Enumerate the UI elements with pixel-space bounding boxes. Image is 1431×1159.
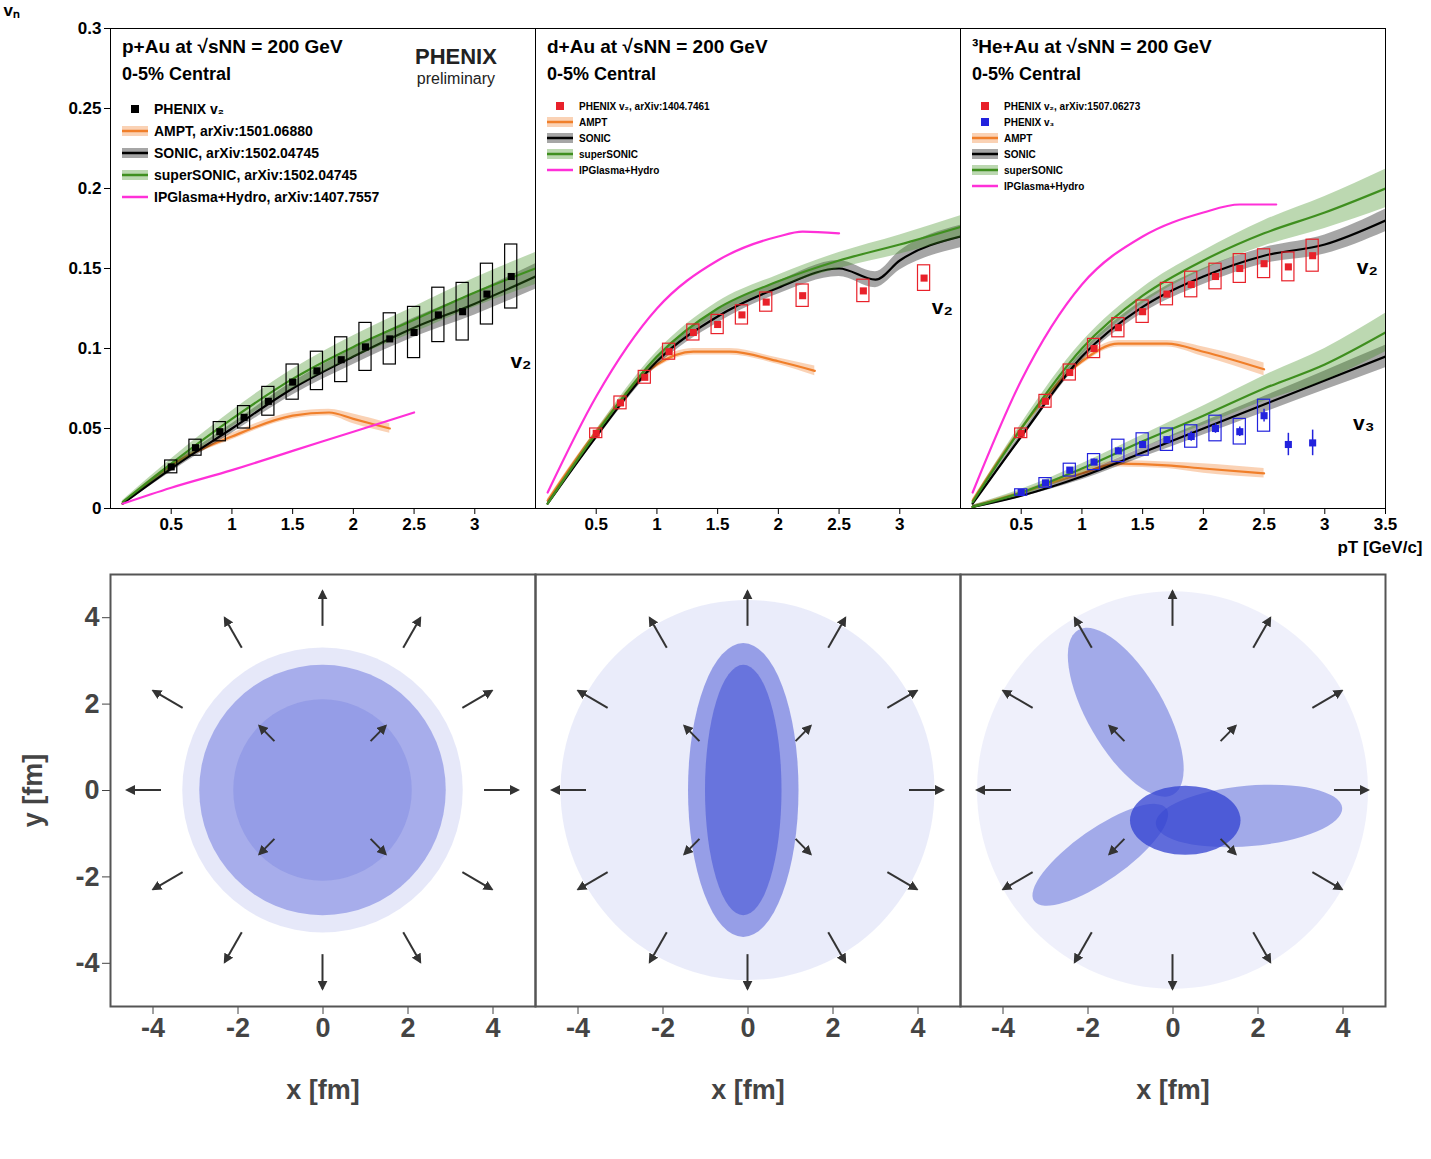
- svg-text:0: 0: [315, 1013, 330, 1043]
- html-text:0-5% Central: 0-5% Central: [972, 64, 1081, 84]
- html-text:IPGlasma+Hydro: IPGlasma+Hydro: [1004, 180, 1085, 192]
- svg-text:y [fm]: y [fm]: [18, 754, 48, 828]
- html-text:PHENIX v₂, arXiv:1404.7461: PHENIX v₂, arXiv:1404.7461: [579, 100, 710, 112]
- svg-text:1.5: 1.5: [1131, 515, 1155, 534]
- svg-text:1.5: 1.5: [706, 515, 730, 534]
- html-text:AMPT: AMPT: [579, 116, 608, 128]
- html-text:PHENIX v₃: PHENIX v₃: [1004, 116, 1055, 128]
- html-text:SONIC, arXiv:1502.04745: SONIC, arXiv:1502.04745: [154, 145, 319, 161]
- html-text:superSONIC: superSONIC: [1004, 164, 1063, 176]
- html-text:IPGlasma+Hydro: IPGlasma+Hydro: [579, 164, 660, 176]
- svg-text:2: 2: [825, 1013, 840, 1043]
- svg-text:4: 4: [910, 1013, 925, 1043]
- svg-text:2: 2: [84, 689, 99, 719]
- svg-text:1: 1: [1077, 515, 1086, 534]
- svg-text:2: 2: [1199, 515, 1208, 534]
- svg-text:4: 4: [84, 602, 99, 632]
- svg-text:-4: -4: [141, 1013, 165, 1043]
- svg-text:-4: -4: [566, 1013, 590, 1043]
- svg-text:0: 0: [740, 1013, 755, 1043]
- svg-text:0: 0: [92, 499, 101, 518]
- svg-text:2.5: 2.5: [827, 515, 851, 534]
- svg-text:-4: -4: [991, 1013, 1015, 1043]
- svg-text:4: 4: [485, 1013, 500, 1043]
- svg-text:0.5: 0.5: [1009, 515, 1033, 534]
- svg-text:-4: -4: [75, 948, 99, 978]
- html-text:AMPT, arXiv:1501.06880: AMPT, arXiv:1501.06880: [154, 123, 313, 139]
- svg-text:2: 2: [774, 515, 783, 534]
- html-text:SONIC: SONIC: [579, 132, 611, 144]
- html-text:d+Au at √sNN = 200 GeV: d+Au at √sNN = 200 GeV: [547, 36, 768, 57]
- svg-text:2.5: 2.5: [402, 515, 426, 534]
- svg-text:0: 0: [1165, 1013, 1180, 1043]
- svg-text:0.25: 0.25: [68, 99, 101, 118]
- svg-text:0.3: 0.3: [78, 19, 102, 38]
- svg-text:3: 3: [1320, 515, 1329, 534]
- svg-text:0: 0: [84, 775, 99, 805]
- svg-text:pT [GeV/c]: pT [GeV/c]: [1337, 538, 1422, 557]
- html-text:PHENIX: PHENIX: [415, 44, 497, 69]
- html-text:0-5% Central: 0-5% Central: [547, 64, 656, 84]
- svg-text:0.15: 0.15: [68, 259, 101, 278]
- html-text:preliminary: preliminary: [416, 70, 496, 87]
- svg-text:1.5: 1.5: [281, 515, 305, 534]
- svg-text:x [fm]: x [fm]: [286, 1075, 360, 1105]
- html-text:PHENIX v₂: PHENIX v₂: [154, 101, 224, 117]
- svg-text:1: 1: [652, 515, 661, 534]
- svg-text:x [fm]: x [fm]: [1136, 1075, 1210, 1105]
- html-text:SONIC: SONIC: [1004, 148, 1036, 160]
- svg-text:-2: -2: [1076, 1013, 1100, 1043]
- svg-text:v₂: v₂: [510, 349, 531, 372]
- svg-text:0.5: 0.5: [159, 515, 183, 534]
- html-text:³He+Au at √sNN = 200 GeV: ³He+Au at √sNN = 200 GeV: [972, 36, 1212, 57]
- svg-text:0.05: 0.05: [68, 419, 101, 438]
- html-text:PHENIX v₂, arXiv:1507.06273: PHENIX v₂, arXiv:1507.06273: [1004, 100, 1141, 112]
- svg-text:-2: -2: [651, 1013, 675, 1043]
- html-text:superSONIC, arXiv:1502.04745: superSONIC, arXiv:1502.04745: [154, 167, 358, 183]
- svg-text:vₙ: vₙ: [4, 1, 20, 20]
- html-text:AMPT: AMPT: [1004, 132, 1033, 144]
- svg-text:3.5: 3.5: [1374, 515, 1398, 534]
- svg-text:3: 3: [895, 515, 904, 534]
- html-text:0-5% Central: 0-5% Central: [122, 64, 231, 84]
- svg-text:4: 4: [1335, 1013, 1350, 1043]
- svg-text:3: 3: [470, 515, 479, 534]
- svg-text:2: 2: [349, 515, 358, 534]
- svg-text:x [fm]: x [fm]: [711, 1075, 785, 1105]
- svg-text:0.5: 0.5: [584, 515, 608, 534]
- svg-text:-2: -2: [226, 1013, 250, 1043]
- html-text:superSONIC: superSONIC: [579, 148, 638, 160]
- svg-text:-2: -2: [75, 862, 99, 892]
- svg-text:1: 1: [227, 515, 236, 534]
- svg-text:2: 2: [1250, 1013, 1265, 1043]
- svg-text:2: 2: [400, 1013, 415, 1043]
- svg-text:v₂: v₂: [1357, 255, 1378, 278]
- svg-text:v₂: v₂: [932, 295, 953, 318]
- svg-text:0.1: 0.1: [78, 339, 102, 358]
- svg-text:0.2: 0.2: [78, 179, 102, 198]
- html-text:IPGlasma+Hydro, arXiv:1407.755: IPGlasma+Hydro, arXiv:1407.7557: [154, 189, 380, 205]
- svg-text:2.5: 2.5: [1252, 515, 1276, 534]
- html-text:p+Au at √sNN = 200 GeV: p+Au at √sNN = 200 GeV: [122, 36, 343, 57]
- svg-text:v₃: v₃: [1353, 411, 1374, 434]
